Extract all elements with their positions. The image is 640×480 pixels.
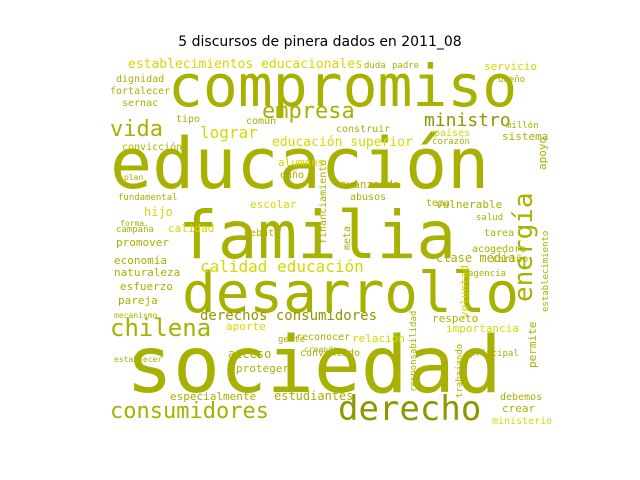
cloud-word: chilena [110,314,211,342]
cloud-word: economía [114,254,167,267]
cloud-word: establecimientos educacionales [128,57,363,72]
cloud-word: escolar [250,198,297,211]
cloud-word: ministro [424,110,511,131]
cloud-word: esfuerzo [120,280,173,293]
cloud-word: especialmente [170,390,256,403]
chart-title: 5 discursos de pinera dados en 2011_08 [178,34,462,50]
cloud-word: duda [364,61,386,71]
cloud-word: calidad [168,222,214,235]
cloud-word: salud [476,213,503,223]
cloud-word: común [246,115,276,127]
cloud-word: promover [116,236,169,249]
cloud-word: tema [426,198,450,209]
cloud-word: clase media [436,251,515,265]
cloud-word: avanzando [340,178,400,191]
cloud-word: permite [526,322,539,368]
cloud-word: derechos consumidores [200,308,377,324]
cloud-word: fundamental [118,193,178,203]
cloud-word: países [434,127,470,139]
cloud-word: ministerio [492,416,552,427]
cloud-word: apoyo [536,137,549,170]
cloud-word: desarrollo [182,261,519,326]
cloud-word: pareja [118,294,158,307]
cloud-word: millón [506,120,539,131]
cloud-word: convencido [300,348,360,359]
cloud-word: cariño [492,254,528,265]
cloud-word: padre [392,61,419,71]
cloud-word: mecanismo [114,311,158,320]
cloud-word: consumidores [110,399,269,424]
cloud-word: principal [470,349,519,359]
cloud-word: establecimiento [541,231,551,312]
cloud-word: corazón [432,136,470,147]
cloud-word: sernac [122,98,158,109]
cloud-word: establecer [114,355,162,364]
cloud-word: tarea [484,228,514,239]
cloud-word: hijo [144,205,173,219]
cloud-word: estudiantes [274,389,353,403]
cloud-word: proteger [236,362,289,375]
cloud-word: convicción [122,141,182,153]
cloud-word: energía [509,192,539,302]
cloud-word: dueño [498,75,525,85]
cloud-word: voluntad [458,265,471,318]
cloud-word: educación superior [272,135,413,150]
cloud-word: agencia [468,269,506,279]
cloud-word: sistema [502,130,548,143]
cloud-word: dignidad [116,74,164,85]
cloud-word: vulnerable [436,198,502,211]
cloud-word: daño [280,170,304,181]
cloud-word: construir [336,124,390,135]
cloud-word: calidad educación [200,257,364,276]
cloud-word: plan [124,173,143,182]
cloud-word: creando [304,345,338,354]
cloud-word: abusos [350,192,386,203]
cloud-word: acceso [228,347,271,361]
cloud-word: empresa [262,99,355,124]
cloud-word: crear [502,402,535,415]
cloud-word: importancia [446,322,519,335]
cloud-word: meta [342,226,353,250]
cloud-word: fortalecer [110,86,170,97]
cloud-word: tipo [176,114,200,125]
cloud-word: gente [278,335,305,345]
cloud-word: debemos [500,392,542,403]
cloud-word: responsabilidad [409,311,419,392]
cloud-word: aporte [226,320,266,333]
cloud-word: financiamiento [318,160,329,244]
cloud-word: vida [110,117,163,142]
cloud-word: forma [120,219,144,228]
cloud-word: alumnos [278,156,324,169]
cloud-word: debate [244,228,280,239]
cloud-word: derecho [338,389,481,429]
cloud-word: reconocer [296,332,350,343]
cloud-word: respeto [432,312,478,325]
cloud-word: acogedora [472,244,526,255]
cloud-word: compromiso [168,52,517,120]
cloud-word: educación [110,123,489,205]
cloud-word: campaña [116,225,154,235]
cloud-word: sociedad [126,321,502,411]
cloud-word: familia [178,197,456,274]
cloud-word: servicio [484,60,537,73]
cloud-word: relación [352,332,405,345]
cloud-word: trabajando [455,344,465,398]
cloud-word: naturaleza [114,266,180,279]
cloud-word: lograr [200,123,258,142]
